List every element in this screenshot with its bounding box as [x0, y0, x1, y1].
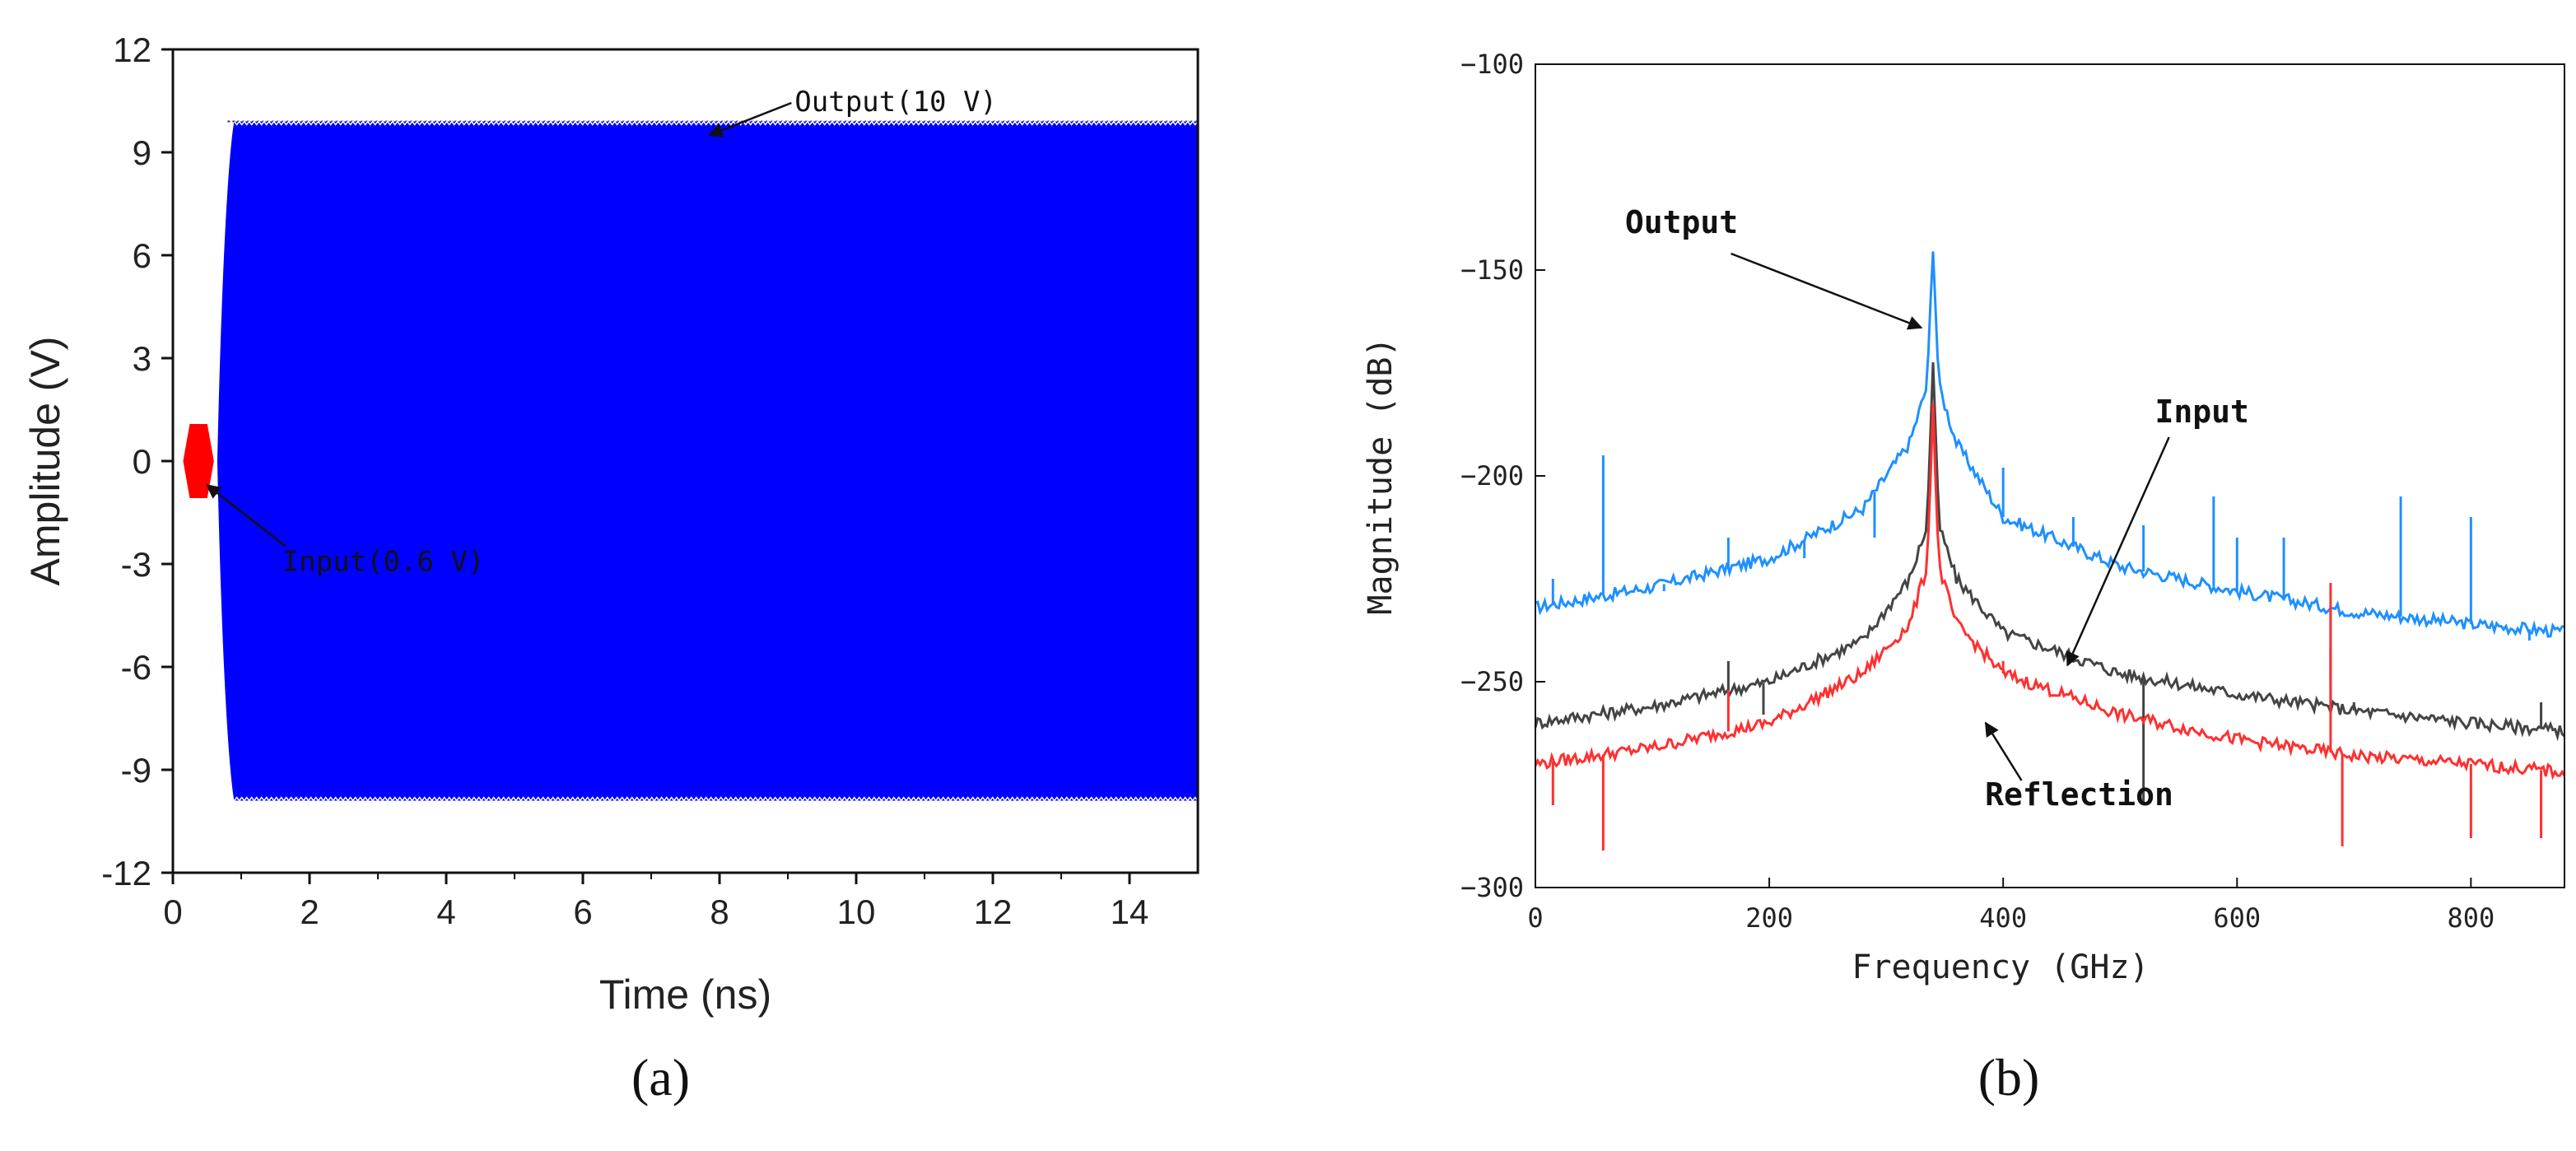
panel-b-x-tick-label: 0: [1527, 902, 1543, 934]
panel-a-y-tick-label: 3: [133, 339, 151, 378]
panel-b-x-axis-title: Frequency (GHz): [1852, 948, 2149, 986]
panel-a-x-tick-label: 0: [163, 892, 182, 931]
panel-b-frequency-spectrum: 0 200 400 600 800 −300 −250 −200 −150 −100 Outpu…: [1362, 49, 2566, 1107]
output-annotation-arrow: [1731, 252, 1923, 330]
panel-a-x-tick-label: 10: [837, 892, 876, 931]
output-signal-top-edge: [234, 120, 1201, 126]
panel-a-x-axis-title: Time (ns): [599, 972, 771, 1018]
input-annotation-arrow: [206, 484, 286, 548]
output-spectrum-line: [1535, 251, 2565, 638]
panel-a-x-tick-label: 12: [974, 892, 1013, 931]
panel-b-x-tick-label: 400: [1979, 902, 2027, 934]
output-annotation-label: Output: [1625, 204, 1738, 240]
reflection-annotation-arrow: [1984, 721, 2023, 781]
panel-a-x-tick-label: 14: [1111, 892, 1149, 931]
panel-b-y-tick-label: −250: [1460, 666, 1524, 697]
panel-a-y-tick-label: 9: [133, 133, 151, 172]
panel-b-label: (b): [1978, 1048, 2040, 1107]
reflection-spectrum-line: [1534, 403, 2566, 781]
panel-a-label: (a): [631, 1048, 690, 1107]
panel-a-x-tick-label: 8: [710, 892, 729, 931]
panel-a-y-axis-title: Amplitude (V): [22, 337, 68, 586]
output-annotation-arrow: [707, 101, 792, 137]
panel-a-y-tick-label: 6: [133, 236, 151, 275]
panel-b-y-tick-label: −100: [1460, 49, 1524, 80]
panel-b-plot-frame: [1535, 63, 2565, 888]
panel-b-x-tick-label: 800: [2447, 902, 2494, 934]
panel-a-y-tick-label: -6: [121, 648, 151, 687]
input-annotation-label: Input: [2154, 394, 2248, 430]
panel-a-y-tick-label: 12: [113, 30, 151, 69]
panel-a-x-tick-label: 6: [573, 892, 592, 931]
input-signal-burst: [183, 424, 214, 498]
panel-a-y-tick-label: 0: [133, 442, 151, 481]
input-annotation-arrow: [2066, 436, 2170, 667]
panel-b-y-tick-label: −200: [1460, 460, 1524, 492]
reflection-annotation-label: Reflection: [1985, 776, 2173, 813]
panel-b-y-axis-title: Magnitude (dB): [1362, 337, 1400, 614]
panel-b-y-tick-label: −150: [1460, 254, 1524, 286]
panel-b-x-tick-label: 600: [2213, 902, 2261, 934]
panel-a-y-tick-label: -3: [121, 545, 151, 584]
panel-a-time-domain: 0 2 4 6 8 10 12 14 -12 -9 -6 -3 0 3 6 9 12 Output(10 V)…: [22, 30, 1201, 1107]
input-annotation-label: Input(0.6 V): [282, 545, 485, 578]
panel-a-x-tick-label: 4: [436, 892, 455, 931]
output-signal-envelope: [217, 121, 1199, 801]
panel-b-x-tick-label: 200: [1745, 902, 1793, 934]
panel-b-y-tick-label: −300: [1460, 872, 1524, 903]
panel-a-x-tick-label: 2: [300, 892, 319, 931]
output-annotation-label: Output(10 V): [794, 86, 997, 119]
panel-a-y-tick-label: -12: [101, 854, 151, 892]
output-signal-bottom-edge: [234, 796, 1201, 802]
panel-a-y-tick-label: -9: [121, 751, 151, 790]
input-spectrum-line: [1534, 362, 2565, 742]
